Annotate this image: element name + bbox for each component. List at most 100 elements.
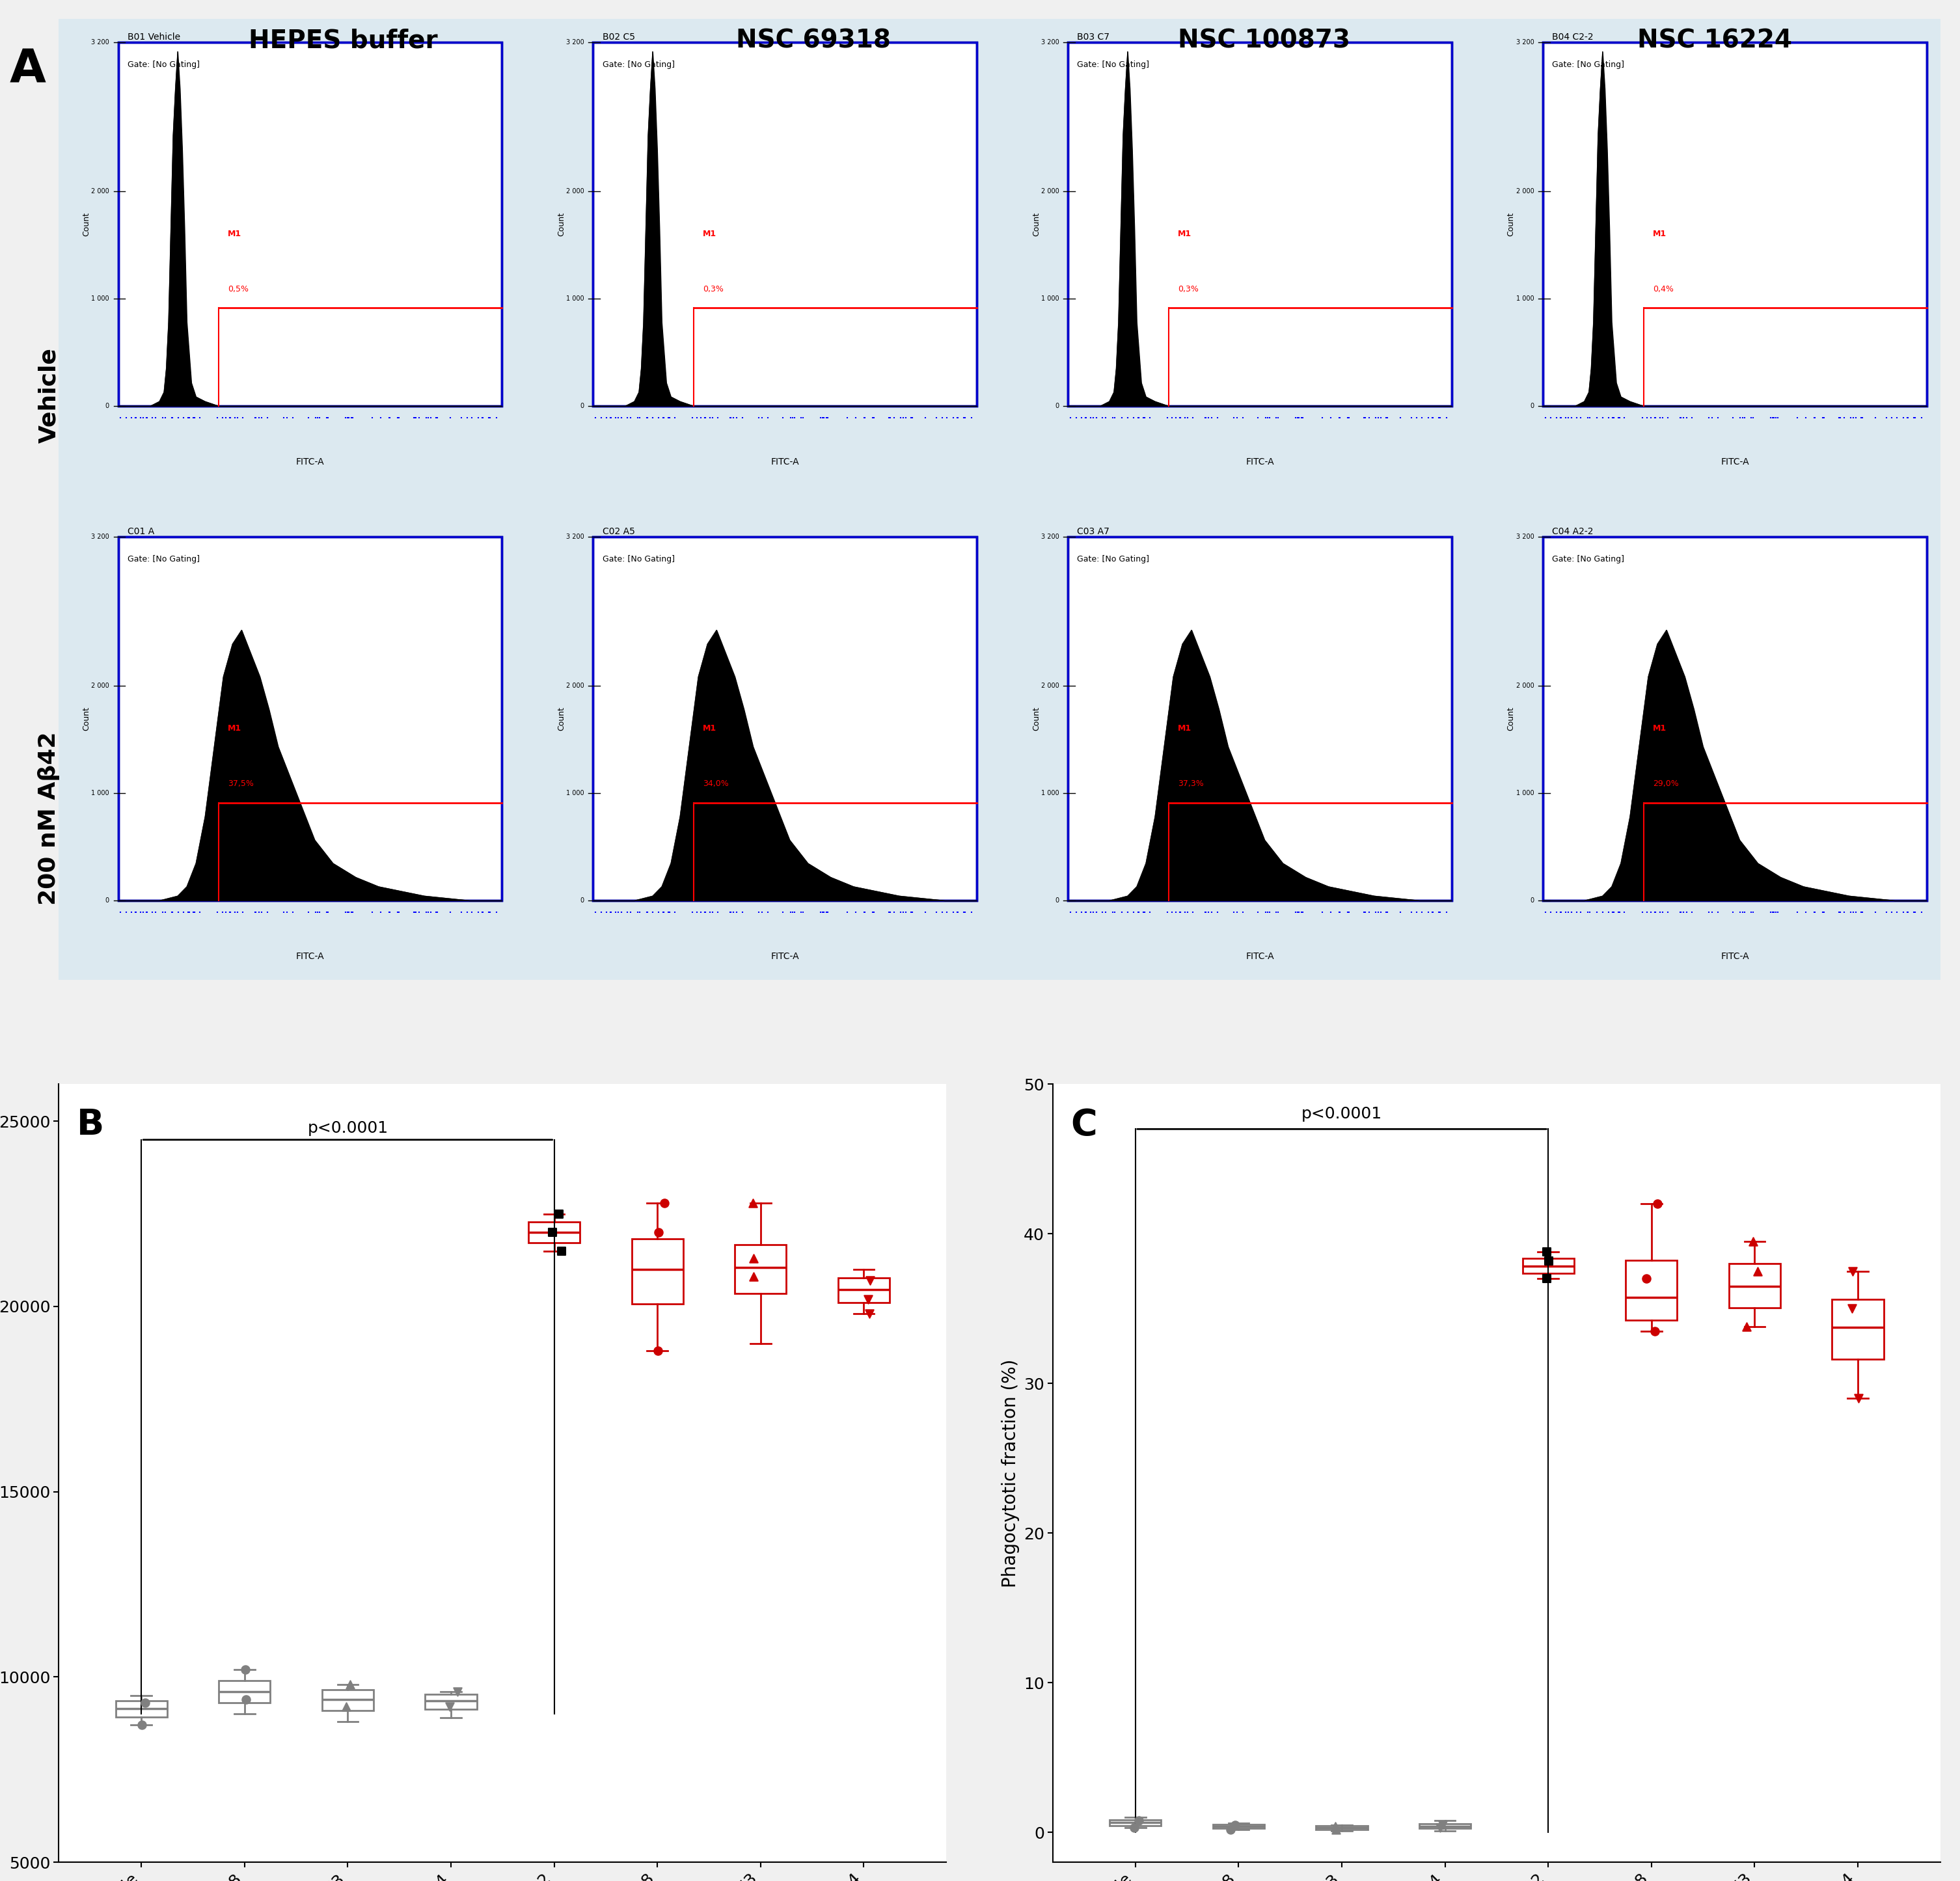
Text: 0,3%: 0,3% <box>704 284 723 293</box>
Point <box>210 897 241 927</box>
Point <box>410 403 441 433</box>
Point <box>1425 403 1456 433</box>
Point <box>1123 897 1154 927</box>
Point <box>1582 403 1613 433</box>
Point <box>1876 897 1907 927</box>
Text: Vehicle: Vehicle <box>37 348 61 442</box>
Text: 1 000: 1 000 <box>90 790 110 796</box>
Point <box>625 897 657 927</box>
Point <box>331 403 363 433</box>
Point <box>157 403 188 433</box>
Point <box>1080 897 1111 927</box>
Point <box>1758 403 1789 433</box>
Text: Gate: [No Gating]: Gate: [No Gating] <box>1078 555 1149 564</box>
Point <box>1066 403 1098 433</box>
Text: 37,3%: 37,3% <box>1178 779 1203 788</box>
Point <box>1639 403 1670 433</box>
Point <box>1597 403 1629 433</box>
Text: Count: Count <box>1031 707 1041 730</box>
Text: 0: 0 <box>106 403 110 410</box>
Text: FITC-A: FITC-A <box>1247 952 1274 961</box>
Point <box>1639 897 1670 927</box>
Text: 3 200: 3 200 <box>1515 40 1535 45</box>
Point <box>878 403 909 433</box>
Point <box>1282 897 1313 927</box>
Point <box>727 403 759 433</box>
Point <box>874 403 906 433</box>
Point <box>606 897 637 927</box>
Point <box>1243 403 1274 433</box>
Point <box>1840 897 1872 927</box>
Text: 2 000: 2 000 <box>1515 683 1535 688</box>
Point <box>304 897 335 927</box>
Point <box>694 897 725 927</box>
Point <box>615 897 647 927</box>
Text: 0,4%: 0,4% <box>1652 284 1674 293</box>
Point <box>1727 897 1758 927</box>
Point <box>786 403 817 433</box>
Point <box>1423 403 1454 433</box>
Text: FITC-A: FITC-A <box>770 952 800 961</box>
Point <box>1782 897 1813 927</box>
Text: B01 Vehicle: B01 Vehicle <box>127 32 180 41</box>
Point <box>1227 403 1258 433</box>
Point <box>939 897 970 927</box>
Text: Gate: [No Gating]: Gate: [No Gating] <box>1552 555 1625 564</box>
Text: Gate: [No Gating]: Gate: [No Gating] <box>1552 60 1625 70</box>
Point <box>1348 403 1380 433</box>
Point <box>1876 403 1907 433</box>
Point <box>172 403 204 433</box>
Point <box>1695 897 1727 927</box>
Point <box>1254 403 1286 433</box>
Text: 200 nM Aβ42: 200 nM Aβ42 <box>37 732 61 905</box>
Text: 3 200: 3 200 <box>1515 534 1535 540</box>
Point <box>788 403 819 433</box>
Point <box>1315 403 1347 433</box>
Point <box>1323 403 1354 433</box>
Point <box>941 403 972 433</box>
Point <box>1201 403 1233 433</box>
Point <box>1731 1311 1762 1341</box>
Point <box>1170 403 1201 433</box>
Point <box>949 403 980 433</box>
Point <box>400 897 431 927</box>
Point <box>104 403 135 433</box>
Text: 2 000: 2 000 <box>566 683 584 688</box>
Point <box>1152 897 1184 927</box>
Point <box>214 897 245 927</box>
Point <box>1758 897 1789 927</box>
Point <box>649 1187 680 1217</box>
Point <box>713 897 745 927</box>
Point <box>1221 897 1252 927</box>
Point <box>647 403 678 433</box>
Point <box>419 897 451 927</box>
Point <box>1823 403 1854 433</box>
Point <box>849 897 880 927</box>
Point <box>1809 403 1840 433</box>
Point <box>694 403 725 433</box>
Point <box>329 897 361 927</box>
Point <box>131 403 163 433</box>
Point <box>120 403 151 433</box>
Point <box>649 403 680 433</box>
Point <box>239 403 270 433</box>
Point <box>1597 403 1629 433</box>
Point <box>1194 403 1225 433</box>
Point <box>302 403 333 433</box>
Point <box>1413 897 1445 927</box>
Point <box>333 403 365 433</box>
Point <box>163 897 194 927</box>
Point <box>1823 897 1854 927</box>
Point <box>1160 403 1192 433</box>
Point <box>292 403 323 433</box>
Point <box>1574 897 1605 927</box>
Point <box>547 1236 578 1266</box>
Bar <box>321 1689 374 1710</box>
Point <box>1252 897 1284 927</box>
Point <box>1829 403 1860 433</box>
Point <box>1178 403 1209 433</box>
Point <box>278 897 310 927</box>
Point <box>1562 403 1593 433</box>
Point <box>131 403 163 433</box>
Point <box>1315 897 1347 927</box>
